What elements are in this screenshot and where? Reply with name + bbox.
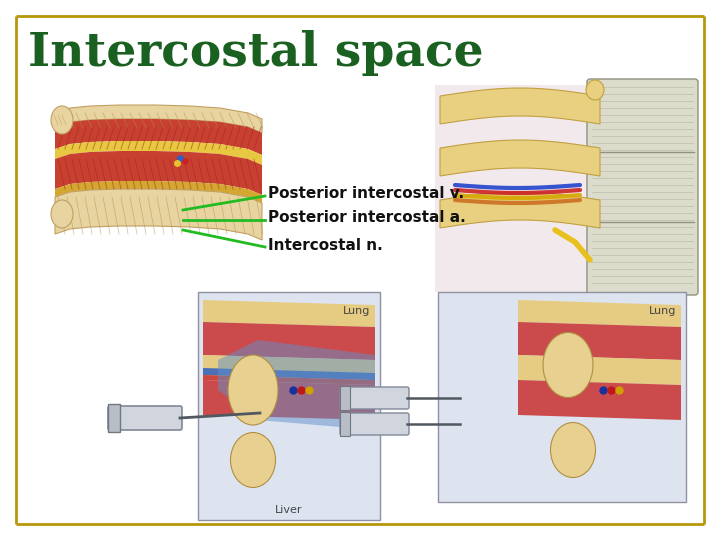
Polygon shape <box>435 85 590 292</box>
Text: Lung: Lung <box>649 306 676 316</box>
Polygon shape <box>440 192 600 228</box>
Polygon shape <box>55 119 262 155</box>
Polygon shape <box>55 181 262 203</box>
Text: Posterior intercostal a.: Posterior intercostal a. <box>268 211 466 226</box>
Polygon shape <box>55 151 262 195</box>
FancyBboxPatch shape <box>340 387 409 409</box>
Text: Posterior intercostal v.: Posterior intercostal v. <box>268 186 464 200</box>
Polygon shape <box>55 189 262 240</box>
Ellipse shape <box>51 200 73 228</box>
Ellipse shape <box>543 333 593 397</box>
Ellipse shape <box>586 80 604 100</box>
FancyBboxPatch shape <box>108 404 120 432</box>
Text: Liver: Liver <box>275 505 302 515</box>
Polygon shape <box>518 322 681 360</box>
Polygon shape <box>55 105 262 133</box>
Polygon shape <box>440 88 600 124</box>
Polygon shape <box>203 380 375 420</box>
Polygon shape <box>203 368 375 380</box>
Polygon shape <box>203 322 375 360</box>
Polygon shape <box>518 380 681 420</box>
Polygon shape <box>518 355 681 385</box>
FancyBboxPatch shape <box>438 292 686 502</box>
Polygon shape <box>218 340 375 430</box>
FancyBboxPatch shape <box>108 406 182 430</box>
Ellipse shape <box>230 433 276 488</box>
Polygon shape <box>518 300 681 327</box>
FancyBboxPatch shape <box>340 413 409 435</box>
Text: Intercostal n.: Intercostal n. <box>268 238 383 253</box>
FancyBboxPatch shape <box>587 79 698 295</box>
Polygon shape <box>203 375 375 385</box>
FancyBboxPatch shape <box>340 412 350 436</box>
FancyBboxPatch shape <box>198 292 380 520</box>
Polygon shape <box>440 140 600 176</box>
Polygon shape <box>203 300 375 327</box>
Ellipse shape <box>228 355 278 425</box>
Polygon shape <box>55 141 262 165</box>
Ellipse shape <box>551 422 595 477</box>
FancyBboxPatch shape <box>340 386 350 410</box>
Text: Intercostal space: Intercostal space <box>28 30 484 76</box>
Text: Lung: Lung <box>343 306 370 316</box>
Ellipse shape <box>51 106 73 134</box>
Polygon shape <box>203 355 375 385</box>
